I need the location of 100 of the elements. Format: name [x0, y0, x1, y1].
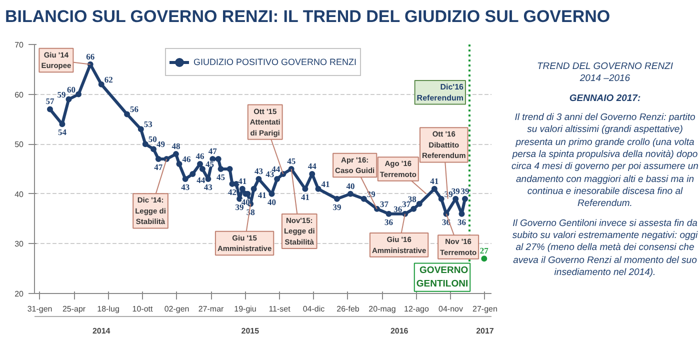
- data-label: 39: [460, 186, 470, 196]
- point: [250, 186, 257, 192]
- point: [438, 196, 444, 202]
- data-label: 39: [332, 202, 342, 212]
- data-label: 41: [300, 192, 310, 202]
- data-label: 46: [182, 154, 191, 164]
- x-tick-label: 12-ago: [404, 304, 430, 314]
- x2-tick-label: 2015: [241, 326, 260, 336]
- x-tick-label: 11-set: [268, 304, 292, 314]
- x-tick-label: 20-mag: [368, 304, 396, 314]
- point: [256, 176, 262, 182]
- y-tick-label: 70: [14, 40, 24, 50]
- data-label: 47: [154, 162, 164, 172]
- data-label: 49: [156, 139, 166, 150]
- x-tick-label: 18-lug: [97, 304, 120, 314]
- data-label: 41: [321, 178, 330, 189]
- data-label: 57: [46, 96, 55, 106]
- x-tick-label: 26-feb: [336, 304, 360, 314]
- data-label: 43: [254, 166, 263, 176]
- point: [218, 166, 224, 172]
- text: GENNAIO 2017:: [568, 92, 642, 106]
- point: [215, 156, 222, 162]
- x2-tick-label: 2016: [390, 326, 409, 336]
- point: [182, 176, 188, 182]
- data-label: 47: [208, 146, 218, 156]
- point: [59, 121, 66, 128]
- point: [138, 126, 144, 132]
- x-tick-label: 19-giu: [234, 304, 256, 314]
- data-label: 37: [380, 198, 390, 209]
- x-tick-label: 31-gen: [27, 304, 52, 314]
- x2-tick-label: 2014: [92, 326, 111, 336]
- point: [386, 210, 392, 217]
- point: [416, 200, 422, 207]
- data-label: 36: [384, 216, 394, 227]
- data-label: 36: [394, 204, 402, 214]
- x-tick-label: 27-mar: [198, 304, 224, 314]
- y-tick-label: 60: [14, 90, 24, 100]
- text: TREND DEL GOVERNO RENZI 2014 –2016: [536, 61, 674, 86]
- point: [155, 156, 162, 162]
- point: [431, 186, 438, 192]
- data-label: 53: [144, 119, 152, 130]
- data-label: 45: [205, 159, 214, 169]
- data-label: 40: [346, 180, 355, 191]
- point: [199, 166, 206, 172]
- data-label: 60: [67, 84, 76, 94]
- point: [462, 196, 468, 202]
- data-label: 44: [196, 174, 206, 185]
- data-label: 45: [287, 156, 296, 166]
- point: [190, 170, 196, 177]
- data-label: 27: [480, 246, 490, 256]
- x-tick-label: 04-dic: [302, 304, 325, 314]
- x-tick-label: 25-apr: [62, 304, 86, 314]
- point: [334, 196, 340, 202]
- data-label: 48: [172, 141, 180, 152]
- text: Il Governo Gentiloni invece si assesta fin da subito su valori estremamente negativi: oggi al 27% (meno della metà dei consensi che aveva il Governo Renzi al momento del suo insediamento nel 2014).: [511, 218, 699, 280]
- point: [197, 161, 204, 168]
- y-tick-label: 20: [14, 290, 24, 298]
- point: [142, 141, 148, 148]
- point: [98, 81, 104, 88]
- y-tick-label: 30: [14, 240, 24, 249]
- point: [76, 91, 82, 98]
- data-label: 43: [181, 182, 190, 192]
- data-label: 50: [148, 134, 157, 144]
- point: [172, 151, 179, 158]
- data-label: 41: [430, 176, 439, 186]
- text: Il trend di 3 anni del Governo Renzi: partito su valori altissimi (grandi aspettative) presenta un primo grande crollo (una volta persa la spinta propulsiva della novità) dopo circa 4 mesi di governo per poi assumere un andamento con maggiori alti e bassi ma in continua e inesorabile discesa fino al Referendum.: [510, 112, 700, 211]
- point: [124, 111, 130, 118]
- x2-tick-label: 2017: [476, 326, 494, 336]
- x-tick-label: 02-gen: [164, 304, 190, 314]
- data-label: 59: [57, 89, 66, 100]
- ref-line-label: Dic'16 Referendum: [416, 82, 464, 102]
- data-label: 40: [241, 196, 250, 207]
- data-label: 66: [86, 51, 95, 62]
- chart-title: BILANCIO SUL GOVERNO RENZI: IL TREND DEL GIUDIZIO SUL GOVERNO: [5, 6, 610, 28]
- point: [226, 166, 233, 172]
- data-label: 38: [408, 194, 416, 204]
- data-label: 46: [196, 151, 204, 162]
- x-tick-label: 27-gen: [472, 304, 498, 314]
- point: [46, 106, 53, 112]
- data-label: 39: [451, 186, 460, 196]
- point: [315, 186, 322, 192]
- point: [274, 176, 280, 182]
- data-label: 45: [216, 172, 226, 182]
- x-tick-label: 04-nov: [438, 304, 463, 314]
- point: [410, 206, 417, 212]
- y-tick-label: 40: [14, 190, 24, 199]
- data-label: 41: [238, 176, 247, 186]
- point: [66, 96, 72, 102]
- point: [360, 196, 367, 202]
- data-label: 54: [58, 127, 68, 138]
- data-label: 43: [204, 182, 212, 192]
- point: [150, 146, 157, 152]
- legend-label: GIUDIZIO POSITIVO GOVERNO RENZI: [193, 57, 357, 67]
- point: [176, 161, 182, 168]
- data-label: 42: [228, 186, 236, 197]
- data-label: 41: [258, 190, 266, 200]
- point: [347, 190, 354, 197]
- data-label: 40: [268, 196, 276, 207]
- y-tick-label: 50: [14, 140, 24, 150]
- data-label: 36: [457, 216, 466, 227]
